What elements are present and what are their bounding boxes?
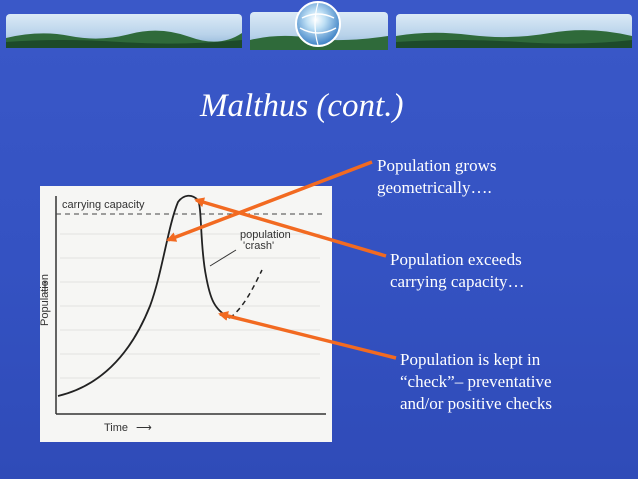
note-line: and/or positive checks: [400, 394, 553, 413]
population-curve: [57, 194, 231, 397]
note-exceeds-capacity: Population exceeds carrying capacity…: [390, 249, 525, 293]
note-line: Population exceeds: [390, 250, 522, 269]
arrow-exceeds-capacity: [194, 197, 387, 258]
population-curve-figure: carrying capacity population 'crash' Pop…: [40, 186, 332, 442]
slide-title: Malthus (cont.): [200, 88, 404, 124]
recovery-curve: [229, 269, 263, 319]
crash-pointer: [209, 249, 237, 267]
x-axis-label: Time: [104, 422, 128, 434]
banner-left-panel: [6, 14, 242, 48]
carrying-capacity-label: carrying capacity: [62, 199, 145, 211]
note-line: “check”– preventative: [400, 372, 552, 391]
x-axis-arrow-icon: ⟶: [136, 422, 152, 434]
arrow-geometric-growth: [166, 160, 373, 242]
y-axis-label: Population: [40, 274, 51, 326]
arrow-checks: [218, 311, 397, 360]
banner-right-panel: [396, 14, 632, 48]
crash-label-line1: population: [240, 229, 291, 241]
y-axis-arrow-icon: ⟶: [40, 281, 50, 294]
header-banner: [6, 1, 632, 50]
note-line: geometrically….: [377, 178, 492, 197]
note-line: Population is kept in: [400, 350, 541, 369]
note-line: carrying capacity…: [390, 272, 525, 291]
note-checks: Population is kept in “check”– preventat…: [400, 349, 552, 415]
globe-icon: [295, 1, 341, 47]
crash-label-line2: 'crash': [243, 240, 274, 252]
note-line: Population grows: [377, 156, 497, 175]
note-geometric-growth: Population grows geometrically….: [377, 155, 496, 199]
